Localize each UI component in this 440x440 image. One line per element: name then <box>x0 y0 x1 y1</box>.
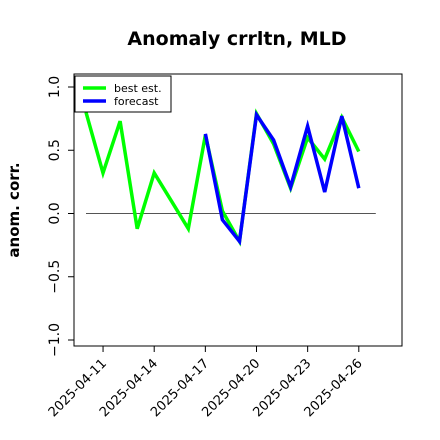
y-tick-label: 1.0 <box>47 76 63 98</box>
legend-box <box>74 75 172 113</box>
series-layer <box>84 108 361 247</box>
y-tick-label: 0.5 <box>47 139 63 161</box>
y-axis-label: anom. corr. <box>5 162 23 257</box>
x-axis: 2025-04-112025-04-142025-04-172025-04-20… <box>46 346 366 420</box>
chart-title: Anomaly crrltn, MLD <box>127 28 346 50</box>
legend-label: best est. <box>114 82 162 95</box>
y-tick-label: −0.5 <box>47 260 63 294</box>
legend: best est.forecast <box>74 75 172 113</box>
plot-frame <box>73 73 403 347</box>
y-tick-label: 0.0 <box>47 202 63 224</box>
series-line-forecast <box>203 110 361 246</box>
legend-label: forecast <box>114 95 159 108</box>
y-tick-label: −1.0 <box>47 323 63 357</box>
y-axis: −1.0 −0.5 0.0 0.5 1.0 <box>47 76 74 357</box>
